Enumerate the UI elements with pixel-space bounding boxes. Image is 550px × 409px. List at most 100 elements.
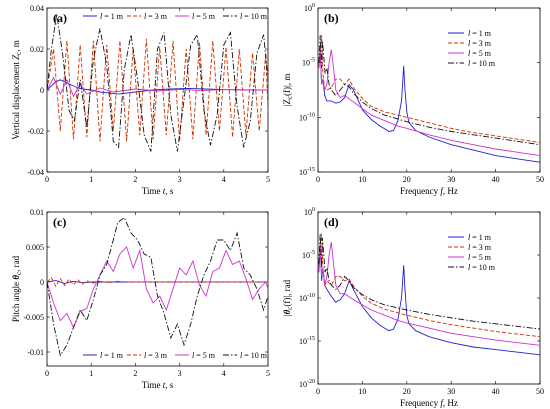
x-tick-label: 20 xyxy=(403,387,411,396)
legend: l = 1 ml = 3 ml = 5 ml = 10 m xyxy=(448,29,496,68)
y-tick-label: 0.005 xyxy=(26,243,44,252)
x-tick-label: 50 xyxy=(536,175,544,184)
x-tick-label: 40 xyxy=(492,387,500,396)
y-tick-label: 10-10 xyxy=(299,293,315,303)
y-tick-label: 10-5 xyxy=(302,58,315,68)
plot-frame xyxy=(317,7,541,173)
x-axis-label: Time t, s xyxy=(142,186,174,196)
series-line-2 xyxy=(47,38,268,142)
y-tick-label: 0.04 xyxy=(30,4,44,13)
y-tick-label: 10-5 xyxy=(302,250,315,260)
series-group xyxy=(47,14,268,152)
x-tick-label: 20 xyxy=(403,175,411,184)
legend: l = 1 m l = 3 m l = 5 m l = 10 m xyxy=(83,12,268,21)
y-tick-label: -0.04 xyxy=(27,168,44,177)
legend-label-3: l = 5 m xyxy=(468,253,492,262)
y-axis-label: Pitch angle θc, rad xyxy=(11,255,23,322)
legend-label-4: l = 10 m xyxy=(240,12,268,21)
x-tick-label: 2 xyxy=(133,369,137,378)
legend: l = 1 ml = 3 ml = 5 ml = 10 m xyxy=(448,233,496,272)
x-tick-label: 4 xyxy=(222,369,226,378)
series-group xyxy=(318,35,540,163)
legend-label-2: l = 3 m xyxy=(468,39,492,48)
x-tick-label: 0 xyxy=(316,387,320,396)
plot-frame xyxy=(46,211,269,367)
series-line-1 xyxy=(318,49,540,163)
y-tick-label: 10-15 xyxy=(299,336,315,346)
y-tick-label: 10-20 xyxy=(299,379,315,389)
legend-label-2: l = 3 m xyxy=(468,243,492,252)
x-tick-label: 3 xyxy=(178,369,182,378)
chart-panel-c: 0 1 2 3 4 5 -0.01 -0.005 0 0.005 0.01 (c) Time t, s P… xyxy=(11,208,270,390)
panel-label: (b) xyxy=(324,11,339,25)
legend-label-2: l = 3 m xyxy=(144,12,168,21)
legend-label-4: l = 10 m xyxy=(468,263,496,272)
x-tick-label: 30 xyxy=(447,175,455,184)
y-axis-label: Vertical displacement Zc, m xyxy=(11,40,23,140)
series-line-4 xyxy=(318,233,540,330)
legend-label-1: l = 1 m xyxy=(100,12,124,21)
x-tick-label: 4 xyxy=(222,175,226,184)
series-line-4 xyxy=(318,35,540,146)
x-tick-label: 2 xyxy=(133,175,137,184)
y-tick-label: 0 xyxy=(40,86,44,95)
x-tick-label: 1 xyxy=(89,175,93,184)
legend-label-1: l = 1 m xyxy=(468,233,492,242)
chart-panel-d: 0 10 20 30 40 50 10-20 10-15 10-10 10-5 100 (d) Freq… xyxy=(282,207,544,408)
series-line-3 xyxy=(318,49,540,157)
series-line-4 xyxy=(47,216,268,357)
y-tick-label: 10-10 xyxy=(299,112,315,122)
y-tick-label: 0.02 xyxy=(30,45,44,54)
x-tick-label: 50 xyxy=(536,387,544,396)
chart-panel-a: 0 1 2 3 4 5 -0.04 -0.02 0 0.02 0.04 (a) Time t, s Ver… xyxy=(11,4,270,196)
y-tick-label: 100 xyxy=(304,207,315,217)
legend-label-1: l = 1 m xyxy=(100,351,124,360)
series-group xyxy=(318,233,540,356)
legend-label-2: l = 3 m xyxy=(144,351,168,360)
series-group xyxy=(47,216,268,357)
chart-panel-b: 0 10 20 30 40 50 10-15 10-10 10-5 100 (b) Frequency… xyxy=(282,3,544,196)
y-tick-label: 0 xyxy=(40,278,44,287)
x-tick-label: 0 xyxy=(316,175,320,184)
legend-label-3: l = 5 m xyxy=(192,12,216,21)
y-tick-label: 100 xyxy=(304,3,315,13)
plot-frame xyxy=(317,211,541,385)
series-line-4 xyxy=(47,14,268,152)
x-tick-label: 0 xyxy=(45,175,49,184)
x-tick-label: 0 xyxy=(45,369,49,378)
y-tick-label: 10-15 xyxy=(299,167,315,177)
series-line-3 xyxy=(47,76,268,98)
y-axis-label: |Zc(f)|, m xyxy=(282,74,294,107)
x-tick-label: 5 xyxy=(266,369,270,378)
x-tick-label: 1 xyxy=(89,369,93,378)
series-line-1 xyxy=(318,244,540,356)
panel-label: (c) xyxy=(53,215,66,229)
panel-label: (d) xyxy=(324,215,339,229)
legend: l = 1 m l = 3 m l = 5 m l = 10 m xyxy=(83,351,268,360)
legend-label-3: l = 5 m xyxy=(192,351,216,360)
x-tick-label: 5 xyxy=(266,175,270,184)
panel-label: (a) xyxy=(53,11,67,25)
series-line-3 xyxy=(47,246,268,329)
x-axis-label: Frequency f, Hz xyxy=(400,186,458,196)
series-line-2 xyxy=(47,277,268,288)
x-tick-label: 40 xyxy=(492,175,500,184)
y-tick-label: 0.01 xyxy=(30,208,44,217)
y-tick-label: -0.02 xyxy=(27,127,44,136)
y-axis-label: |θc(f)|, rad xyxy=(282,279,294,316)
legend-label-4: l = 10 m xyxy=(468,59,496,68)
x-tick-label: 10 xyxy=(358,387,366,396)
x-axis-label: Frequency f, Hz xyxy=(400,398,458,408)
legend-label-4: l = 10 m xyxy=(240,351,268,360)
x-tick-label: 10 xyxy=(358,175,366,184)
y-tick-label: -0.01 xyxy=(27,348,44,357)
legend-label-1: l = 1 m xyxy=(468,29,492,38)
legend-label-3: l = 5 m xyxy=(468,49,492,58)
x-axis-label: Time t, s xyxy=(142,380,174,390)
x-tick-label: 3 xyxy=(178,175,182,184)
series-line-3 xyxy=(318,242,540,346)
series-line-1 xyxy=(47,79,268,95)
y-tick-label: -0.005 xyxy=(23,313,44,322)
x-tick-label: 30 xyxy=(447,387,455,396)
